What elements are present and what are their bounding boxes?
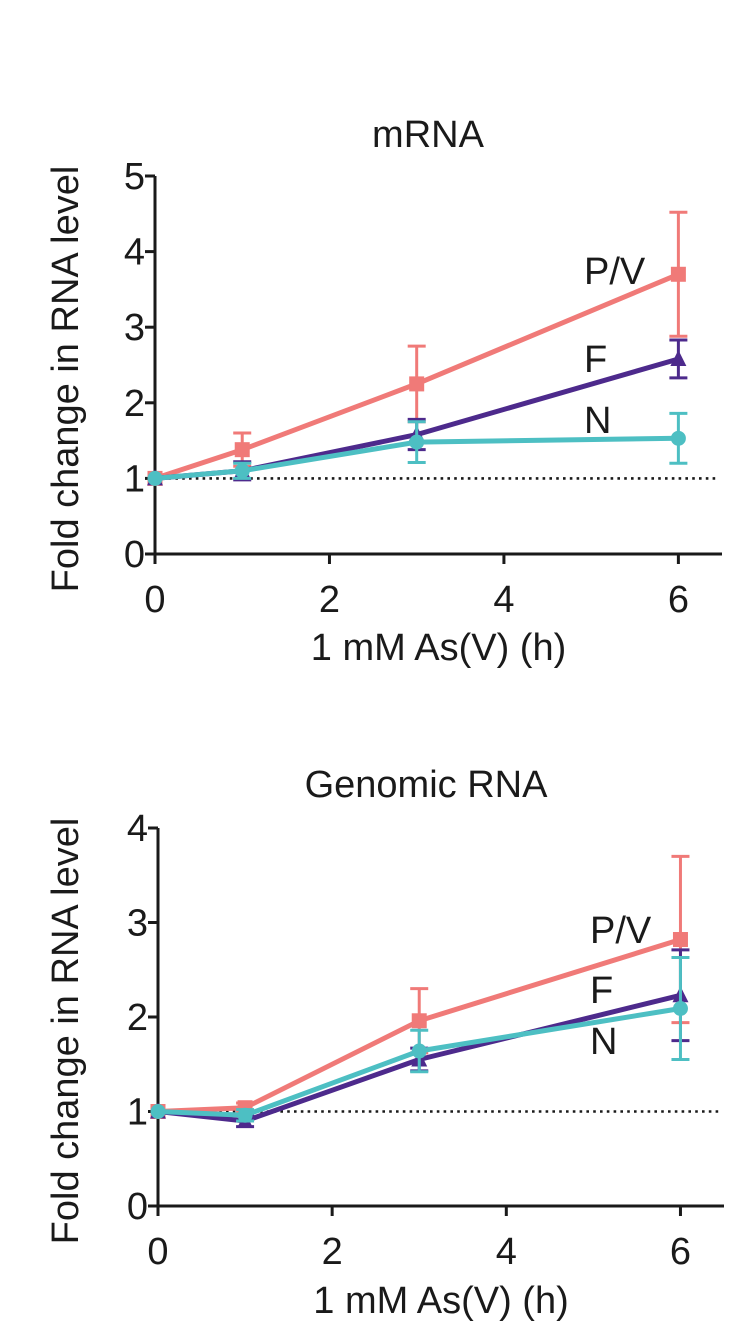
series-label-n: N xyxy=(584,400,611,442)
series-label-f: F xyxy=(584,339,607,381)
x-tick-label: 6 xyxy=(668,579,689,621)
y-tick-label: 4 xyxy=(124,232,145,274)
data-point-n xyxy=(147,470,163,486)
data-point-n xyxy=(411,1043,427,1059)
data-point-n xyxy=(670,430,686,446)
series-line-pv xyxy=(157,937,682,1114)
y-axis-title: Fold change in RNA level xyxy=(45,166,87,593)
x-tick-label: 4 xyxy=(496,1231,517,1273)
series-line-n xyxy=(154,435,679,481)
data-point-pv xyxy=(411,1013,427,1029)
data-point-f xyxy=(670,349,687,366)
y-tick-label: 4 xyxy=(127,808,148,850)
series-n xyxy=(147,411,688,486)
x-axis-title: 1 mM As(V) (h) xyxy=(311,627,566,669)
series-label-n: N xyxy=(590,1021,617,1063)
data-point-pv xyxy=(409,376,425,392)
y-axis-title: Fold change in RNA level xyxy=(45,818,87,1245)
series-label-pv: P/V xyxy=(590,910,652,952)
series-line-n xyxy=(157,1006,681,1118)
y-tick-label: 0 xyxy=(124,534,145,576)
series-n xyxy=(150,955,690,1123)
series-line-pv xyxy=(154,271,680,481)
data-point-n xyxy=(237,1107,253,1123)
series-label-f: F xyxy=(590,970,613,1012)
chart-genomic-rna: Genomic RNA 0 1 2 3 4 0 2 4 6 1 mM As(V) (h) Fold c… xyxy=(45,764,724,1322)
y-tick-label: 0 xyxy=(127,1186,148,1228)
chart-title: Genomic RNA xyxy=(305,764,548,806)
data-point-n xyxy=(234,463,250,479)
y-tick-label: 2 xyxy=(124,383,145,425)
data-point-pv xyxy=(672,932,688,948)
y-tick-label: 3 xyxy=(127,903,148,945)
data-point-pv xyxy=(234,442,250,458)
chart-mrna: mRNA 0 1 2 3 4 5 0 2 4 6 1 mM As(V) (h) Fold change … xyxy=(45,114,722,669)
y-tick-label: 5 xyxy=(124,156,145,198)
data-point-n xyxy=(409,434,425,450)
chart-title: mRNA xyxy=(372,114,485,156)
y-tick-label: 3 xyxy=(124,307,145,349)
data-point-pv xyxy=(670,266,686,282)
x-axis-title: 1 mM As(V) (h) xyxy=(313,1280,568,1322)
data-point-n xyxy=(672,1000,688,1016)
y-tick-label: 1 xyxy=(127,1092,148,1134)
x-tick-label: 0 xyxy=(144,579,165,621)
y-tick-label: 2 xyxy=(127,997,148,1039)
series-label-pv: P/V xyxy=(584,251,646,293)
x-tick-label: 0 xyxy=(147,1231,168,1273)
y-tick-label: 1 xyxy=(124,458,145,500)
x-tick-label: 2 xyxy=(322,1231,343,1273)
x-tick-label: 2 xyxy=(319,579,340,621)
x-tick-label: 4 xyxy=(493,579,514,621)
x-tick-label: 6 xyxy=(670,1231,691,1273)
data-point-n xyxy=(150,1104,166,1119)
